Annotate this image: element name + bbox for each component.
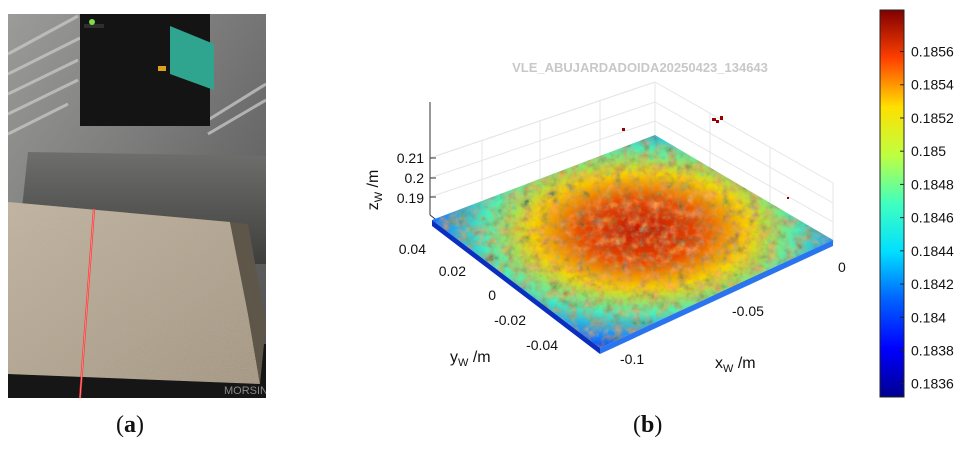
colorbar-tick-label: 0.184 <box>911 309 946 325</box>
caption-b: (b) <box>633 412 663 438</box>
y-tick-label: -0.04 <box>526 337 558 353</box>
colorbar-tick-label: 0.1838 <box>911 342 954 358</box>
colorbar-tick-label: 0.1842 <box>911 276 954 292</box>
y-axis-ticks: 0.04 0.02 0 -0.02 -0.04 <box>399 241 558 353</box>
x-tick-label: -0.1 <box>620 351 644 367</box>
colorbar-ticks: 0.1856 0.1854 0.1852 0.185 0.1848 0.1846 0.184… <box>900 44 954 392</box>
colorbar-tick-label: 0.1852 <box>911 110 954 126</box>
z-tick-label: 0.21 <box>397 150 424 166</box>
x-axis-label: xW /m <box>715 355 756 375</box>
z-axis-ticks: 0.21 0.2 0.19 <box>397 150 436 206</box>
caption-a: (a) <box>116 412 144 438</box>
aluminium-rails <box>8 14 266 136</box>
outlier-points <box>622 116 789 199</box>
plot-title: VLE_ABUJARDADOIDA20250423_134643 <box>512 60 768 75</box>
axes-box <box>429 81 834 242</box>
laser-scan-photo: MORSIN <box>8 14 266 398</box>
z-axis-label: zW /m <box>365 170 385 211</box>
colorbar-tick-label: 0.185 <box>911 143 946 159</box>
bench-brand-label: MORSIN <box>224 385 266 397</box>
z-tick-label: 0.2 <box>405 170 425 186</box>
y-tick-label: -0.02 <box>494 312 526 328</box>
sensor-cable-connector <box>170 26 214 90</box>
x-tick-label: -0.05 <box>732 303 764 319</box>
y-tick-label: 0 <box>488 287 496 303</box>
colorbar <box>879 9 905 398</box>
x-tick-label: 0 <box>838 259 846 275</box>
surface-plot: VLE_ABUJARDADOIDA20250423_134643 <box>365 9 954 398</box>
x-axis-ticks: -0.1 -0.05 0 <box>620 259 846 367</box>
colorbar-tick-label: 0.1856 <box>911 44 954 60</box>
indicator-led <box>89 19 95 25</box>
height-surface <box>432 135 833 354</box>
z-tick-label: 0.19 <box>397 190 424 206</box>
y-tick-label: 0.04 <box>399 241 426 257</box>
y-tick-label: 0.02 <box>439 263 466 279</box>
colorbar-tick-label: 0.1844 <box>911 243 954 259</box>
svg-text:zW /m: zW /m <box>365 170 385 211</box>
colorbar-tick-label: 0.1846 <box>911 210 954 226</box>
colorbar-tick-label: 0.1836 <box>911 376 954 392</box>
y-axis-label: yW /m <box>450 349 491 369</box>
colorbar-tick-label: 0.1848 <box>911 176 954 192</box>
colorbar-tick-label: 0.1854 <box>911 77 954 93</box>
